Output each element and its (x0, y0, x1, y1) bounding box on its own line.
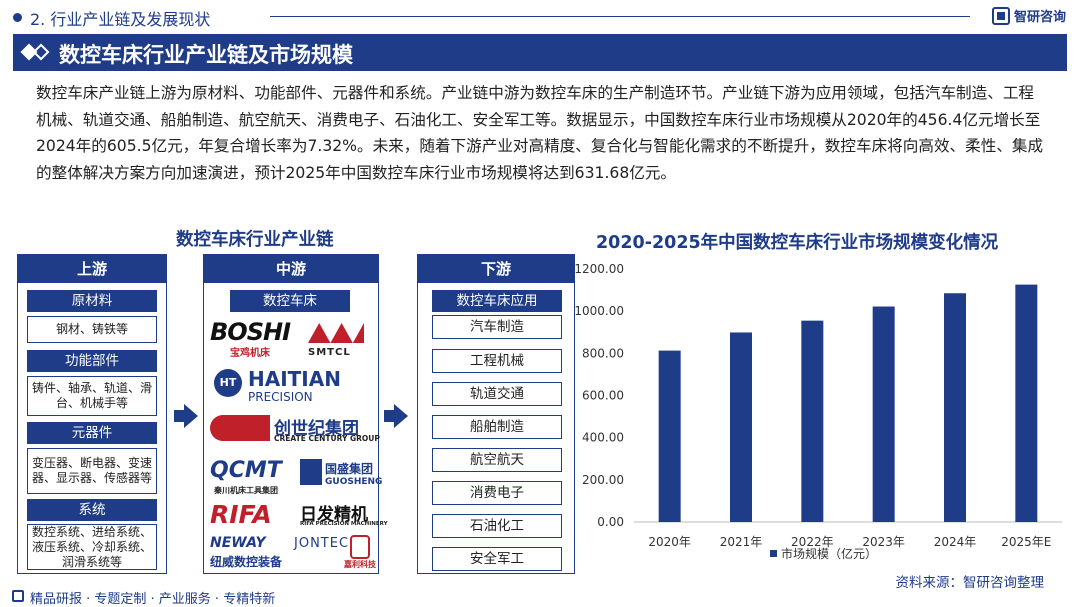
legend-swatch (770, 550, 777, 557)
downstream-item: 消费电子 (432, 481, 562, 505)
brand-name: 智研咨询 (1013, 10, 1066, 25)
downstream-column: 下游 数控车床应用 汽车制造 工程机械 轨道交通 船舶制造 航空航天 消费电子 … (417, 254, 575, 574)
upstream-group-head: 元器件 (27, 422, 157, 444)
bullet-icon (13, 13, 22, 22)
midstream-subhead: 数控车床 (230, 290, 350, 312)
header-divider (270, 16, 970, 17)
chart-title: 2020-2025年中国数控车床行业市场规模变化情况 (596, 233, 999, 253)
ccg-mark-icon (210, 415, 270, 441)
bar (730, 332, 752, 522)
logo-smtcl: SMTCL (308, 347, 351, 358)
upstream-group-body: 钢材、铸铁等 (27, 316, 157, 343)
logo-guosheng: 国盛集团 (325, 462, 374, 476)
y-tick-label: 1000.00 (574, 304, 624, 318)
y-tick-label: 0.00 (597, 515, 624, 529)
upstream-column: 上游 原材料 钢材、铸铁等 功能部件 铸件、轴承、轨道、滑台、机械手等 元器件 … (17, 254, 167, 574)
logo-rifa-cn: 日发精机 (300, 505, 368, 525)
diamond-outline-icon (32, 43, 50, 61)
bar (801, 320, 824, 522)
logo-qcmt: QCMT (210, 458, 282, 483)
logo-ccg: 创世纪集团 (274, 419, 359, 439)
y-tick-label: 400.00 (582, 431, 624, 445)
upstream-group-body: 变压器、断电器、变速器、显示器、传感器等 (27, 448, 157, 494)
logo-rifa: RIFA (210, 500, 272, 529)
logo-jontec-cn: 嘉利科技 (344, 560, 376, 569)
downstream-item: 石油化工 (432, 514, 562, 538)
logo-haitian: HAITIAN (248, 367, 341, 391)
brand-logo-icon (991, 6, 1010, 25)
chain-title: 数控车床行业产业链 (176, 230, 334, 250)
logo-ccg-en: CREATE CENTURY GROUP (274, 434, 380, 443)
upstream-group-head: 功能部件 (27, 350, 157, 372)
downstream-item: 轨道交通 (432, 382, 562, 406)
section-heading: 2. 行业产业链及发展现状 (30, 10, 211, 29)
downstream-item: 航空航天 (432, 448, 562, 472)
smtcl-mark-icon (308, 323, 364, 343)
bar (658, 350, 681, 522)
downstream-item: 船舶制造 (432, 415, 562, 439)
midstream-header: 中游 (204, 255, 378, 283)
top-bar: 2. 行业产业链及发展现状 智研咨询 (0, 0, 1080, 34)
y-tick-label: 1200.00 (574, 262, 624, 276)
upstream-group-head: 系统 (27, 499, 157, 521)
jontec-mark-icon (350, 535, 370, 559)
upstream-group-head: 原材料 (27, 290, 157, 312)
guosheng-mark-icon (300, 459, 322, 485)
bar-chart: 0.00 200.00 400.00 600.00 800.00 1000.00 1200.… (574, 262, 1062, 561)
bar (944, 293, 966, 522)
x-tick-label: 2024年 (934, 535, 977, 549)
logo-rifa-en: RIFA PRECISION MACHINERY (300, 521, 388, 527)
footer-icon (12, 590, 24, 602)
logo-guosheng-en: GUOSHENG (325, 477, 383, 487)
title-band: 数控车床行业产业链及市场规模 (13, 34, 1067, 71)
source-note: 资料来源：智研咨询整理 (895, 575, 1045, 591)
brand: 智研咨询 (991, 6, 1066, 25)
bar (872, 306, 895, 522)
downstream-item: 安全军工 (432, 547, 562, 571)
midstream-column: 中游 数控车床 BOSHI 宝鸡机床 SMTCL HT HAITIAN PREC… (203, 254, 388, 574)
legend-label: 市场规模（亿元） (781, 546, 877, 561)
x-tick-label: 2021年 (720, 535, 763, 549)
bar (1015, 284, 1038, 522)
y-tick-label: 200.00 (582, 473, 624, 487)
upstream-group-body: 数控系统、进给系统、液压系统、冷却系统、润滑系统等 (27, 524, 157, 570)
x-tick-label: 2020年 (648, 535, 691, 549)
logo-neway: NEWAY (210, 535, 266, 551)
footer: 精品研报 · 专题定制 · 产业服务 · 专精特新 (0, 586, 1080, 607)
footer-text: 精品研报 · 专题定制 · 产业服务 · 专精特新 (30, 592, 276, 607)
page-title: 数控车床行业产业链及市场规模 (59, 43, 353, 67)
downstream-header: 下游 (418, 255, 574, 283)
logo-qcmt-cn: 秦川机床工具集团 (214, 486, 278, 495)
logo-jontec: JONTEC (294, 536, 350, 551)
downstream-item: 汽车制造 (432, 315, 562, 339)
x-tick-label: 2023年 (862, 535, 905, 549)
downstream-item: 工程机械 (432, 349, 562, 373)
logo-boschi: BOSHI (210, 318, 291, 346)
y-tick-label: 800.00 (582, 346, 624, 360)
logo-boschi-cn: 宝鸡机床 (230, 348, 270, 359)
logo-neway-cn: 纽威数控装备 (210, 555, 283, 569)
downstream-subhead: 数控车床应用 (432, 290, 562, 312)
intro-paragraph: 数控车床产业链上游为原材料、功能部件、元器件和系统。产业链中游为数控车床的生产制… (36, 84, 1044, 182)
upstream-group-body: 铸件、轴承、轨道、滑台、机械手等 (27, 376, 157, 416)
x-tick-label: 2025年E (1001, 535, 1051, 549)
y-tick-label: 600.00 (582, 389, 624, 403)
upstream-header: 上游 (18, 255, 166, 283)
x-tick-label: 2022年 (791, 535, 834, 549)
logo-ht-icon: HT (214, 369, 242, 397)
logo-haitian-sub: PRECISION (248, 390, 313, 404)
